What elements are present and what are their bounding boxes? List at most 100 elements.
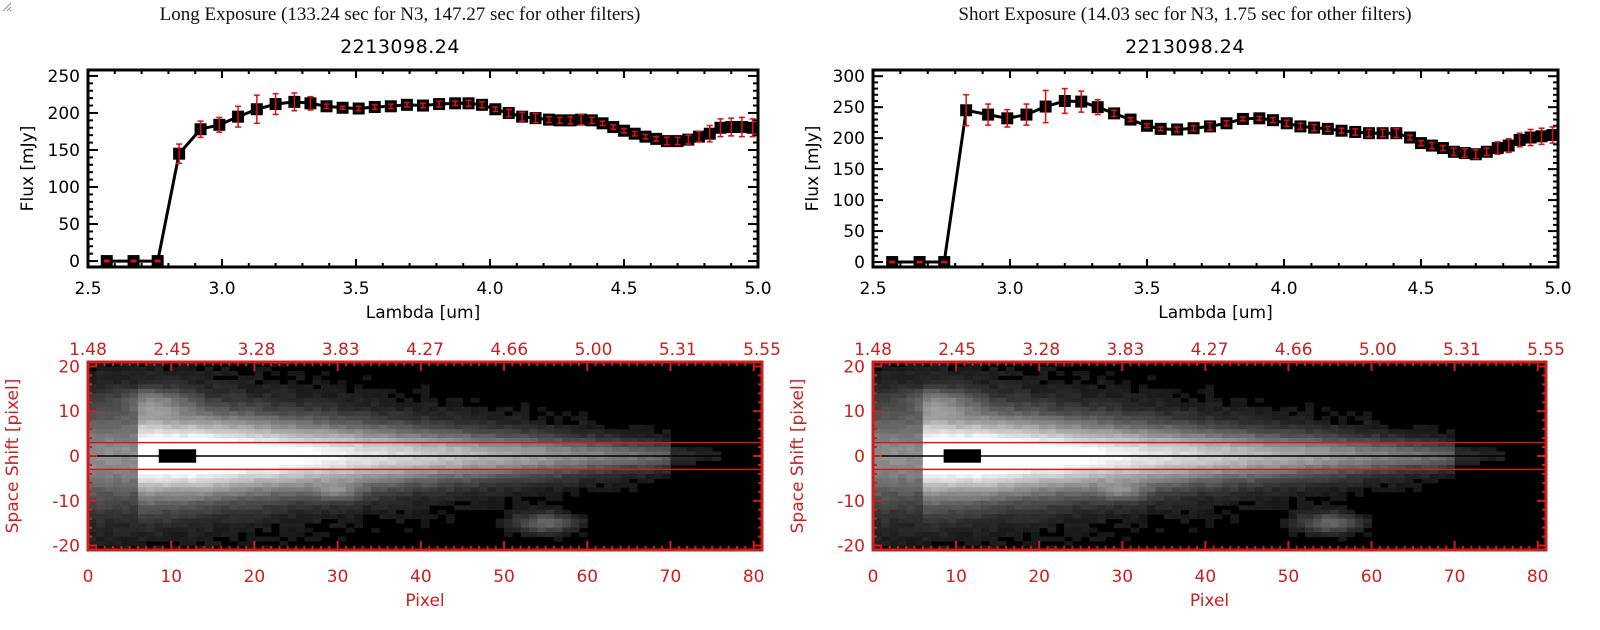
image-pixel bbox=[553, 509, 563, 515]
image-pixel bbox=[221, 514, 230, 520]
image-pixel bbox=[545, 482, 555, 488]
image-pixel bbox=[1072, 442, 1082, 448]
image-pixel bbox=[1197, 447, 1206, 453]
image-pixel bbox=[1097, 464, 1107, 470]
image-pixel bbox=[179, 362, 189, 367]
image-pixel bbox=[187, 496, 197, 502]
image-pixel bbox=[221, 505, 230, 511]
image-pixel bbox=[1039, 370, 1048, 376]
image-pixel bbox=[1238, 402, 1248, 408]
image-pixel bbox=[914, 523, 924, 529]
image-pixel bbox=[395, 496, 405, 502]
image-pixel bbox=[512, 451, 522, 457]
image-pixel bbox=[1097, 411, 1107, 417]
image-pixel bbox=[154, 362, 164, 367]
image-pixel bbox=[237, 496, 247, 502]
image-pixel bbox=[889, 518, 899, 524]
image-pixel bbox=[1363, 415, 1373, 421]
image-pixel bbox=[454, 438, 463, 444]
image-pixel bbox=[1446, 429, 1456, 435]
image-pixel bbox=[271, 397, 280, 403]
image-pixel bbox=[162, 411, 172, 417]
image-pixel bbox=[229, 532, 239, 538]
image-pixel bbox=[179, 473, 189, 479]
image-pixel bbox=[1080, 429, 1090, 435]
image-pixel bbox=[1205, 420, 1215, 426]
image-pixel bbox=[645, 424, 655, 430]
image-pixel bbox=[989, 388, 999, 394]
image-pixel bbox=[989, 420, 999, 426]
image-pixel bbox=[931, 393, 940, 399]
image-pixel bbox=[187, 527, 197, 533]
image-pixel bbox=[504, 469, 513, 475]
image-pixel bbox=[112, 424, 122, 430]
image-pixel bbox=[1014, 464, 1024, 470]
image-pixel bbox=[1321, 456, 1331, 461]
image-pixel bbox=[1396, 460, 1406, 466]
image-pixel bbox=[1047, 482, 1057, 488]
image-pixel bbox=[454, 447, 463, 453]
image-pixel bbox=[88, 545, 97, 551]
image-pixel bbox=[154, 500, 164, 506]
image-pixel bbox=[1064, 456, 1073, 461]
image-pixel bbox=[271, 491, 280, 497]
y-tick-label: 100 bbox=[833, 191, 865, 211]
image-pixel bbox=[1421, 438, 1431, 444]
image-pixel bbox=[1188, 438, 1198, 444]
image-pixel bbox=[254, 388, 264, 394]
image-pixel bbox=[1429, 473, 1439, 479]
image-pixel bbox=[881, 527, 891, 533]
image-pixel bbox=[329, 415, 339, 421]
image-pixel bbox=[906, 420, 916, 426]
image-pixel bbox=[420, 500, 430, 506]
image-pixel bbox=[104, 438, 114, 444]
image-pixel bbox=[1246, 420, 1256, 426]
image-pixel bbox=[162, 379, 172, 385]
image-pixel bbox=[981, 420, 990, 426]
image-pixel bbox=[1147, 411, 1156, 417]
image-pixel bbox=[362, 464, 372, 470]
image-pixel bbox=[179, 536, 189, 542]
image-pixel bbox=[1221, 433, 1231, 439]
image-pixel bbox=[1338, 438, 1348, 444]
image-pixel bbox=[1005, 366, 1015, 372]
image-pixel bbox=[1064, 415, 1073, 421]
image-pixel bbox=[262, 424, 272, 430]
image-pixel bbox=[947, 415, 957, 421]
image-pixel bbox=[196, 411, 205, 417]
image-pixel bbox=[906, 518, 916, 524]
image-pixel bbox=[154, 406, 164, 412]
image-pixel bbox=[470, 406, 480, 412]
image-pixel bbox=[1072, 438, 1082, 444]
image-pixel bbox=[404, 424, 414, 430]
image-pixel bbox=[212, 505, 222, 511]
image-pixel bbox=[1188, 491, 1198, 497]
image-pixel bbox=[187, 500, 197, 506]
image-pixel bbox=[1263, 438, 1273, 444]
image-pixel bbox=[1163, 402, 1173, 408]
image-pixel bbox=[603, 460, 613, 466]
image-pixel bbox=[562, 424, 572, 430]
image-pixel bbox=[1172, 451, 1181, 457]
image-pixel bbox=[1246, 460, 1256, 466]
image-pixel bbox=[1296, 451, 1306, 457]
image-pixel bbox=[229, 406, 239, 412]
image-pixel bbox=[1022, 447, 1032, 453]
image-pixel bbox=[628, 424, 638, 430]
image-pixel bbox=[312, 505, 322, 511]
image-pixel bbox=[1396, 473, 1406, 479]
image-pixel bbox=[387, 429, 397, 435]
image-pixel bbox=[1122, 469, 1132, 475]
image-pixel bbox=[337, 424, 347, 430]
image-pixel bbox=[964, 442, 974, 448]
image-pixel bbox=[1080, 509, 1090, 515]
image-pixel bbox=[537, 482, 547, 488]
image-pixel bbox=[1039, 438, 1048, 444]
y-tick-label: 100 bbox=[48, 178, 80, 198]
image-pixel bbox=[287, 388, 297, 394]
image-pixel bbox=[1080, 411, 1090, 417]
image-pixel bbox=[981, 388, 990, 394]
image-pixel bbox=[1138, 451, 1148, 457]
image-pixel bbox=[1130, 438, 1140, 444]
image-pixel bbox=[470, 473, 480, 479]
